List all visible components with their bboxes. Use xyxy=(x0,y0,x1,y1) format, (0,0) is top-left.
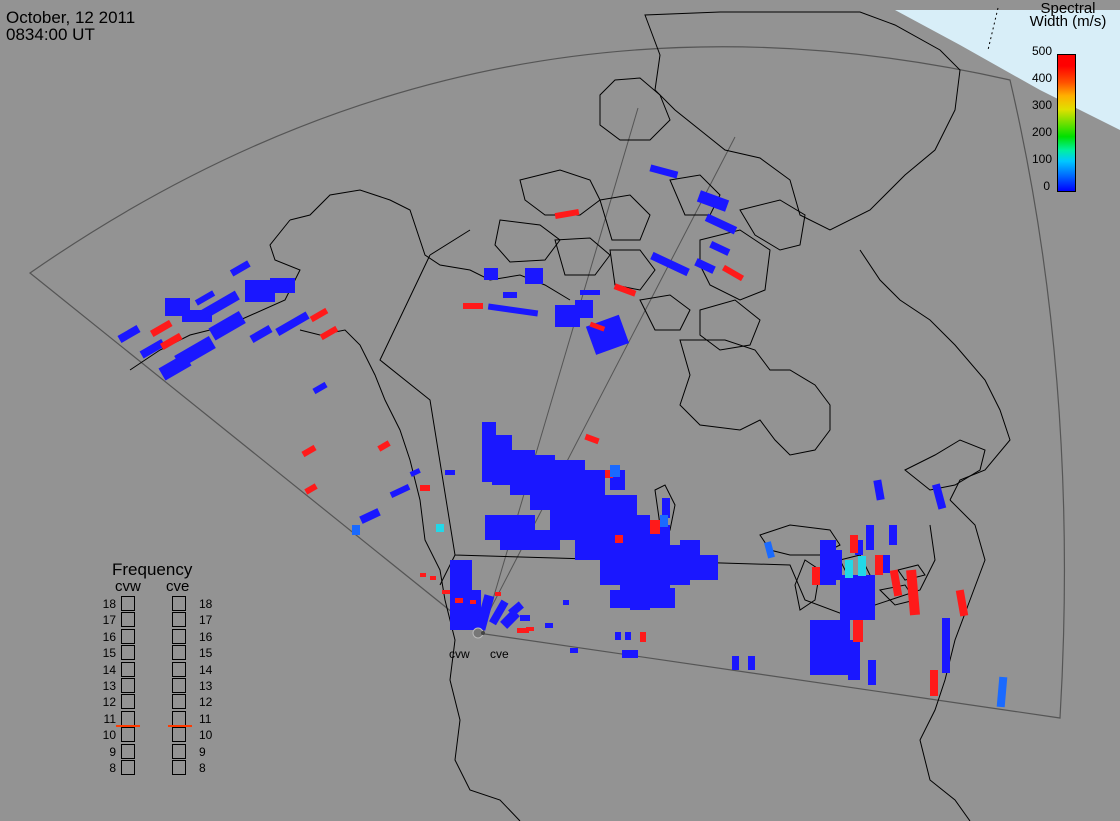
frequency-box xyxy=(172,760,186,775)
frequency-tick-label: 17 xyxy=(102,613,116,628)
colorbar-tick: 500 xyxy=(1032,44,1053,58)
colorbar-tick: 100 xyxy=(1032,152,1053,166)
frequency-box xyxy=(121,612,135,628)
frequency-box xyxy=(121,694,135,710)
frequency-tick-label: 12 xyxy=(199,695,213,710)
frequency-box xyxy=(121,661,135,677)
frequency-box xyxy=(172,694,186,710)
frequency-radar-cve: cve xyxy=(166,578,190,595)
frequency-box xyxy=(172,727,186,743)
frequency-tick-label: 13 xyxy=(199,679,213,693)
frequency-tick-label: 16 xyxy=(102,629,116,644)
beam-line-west xyxy=(477,136,736,634)
site-marker-cve xyxy=(481,631,485,635)
frequency-box xyxy=(121,628,135,644)
frequency-box xyxy=(121,710,135,726)
frequency-tick-label: 17 xyxy=(199,613,213,628)
frequency-box xyxy=(121,760,135,775)
frequency-box xyxy=(172,628,186,644)
frequency-radar-cvw: cvw xyxy=(115,578,141,595)
colorbar-tick: 300 xyxy=(1032,98,1053,112)
frequency-box xyxy=(172,612,186,628)
frequency-box xyxy=(172,743,186,759)
frequency-box xyxy=(172,596,186,611)
frequency-box xyxy=(172,710,186,726)
frequency-box xyxy=(172,678,186,693)
frequency-box xyxy=(172,661,186,677)
frequency-title: Frequency xyxy=(112,560,193,579)
frequency-tick-label: 18 xyxy=(199,597,213,611)
frequency-box xyxy=(121,727,135,743)
radar-echoes xyxy=(117,164,1008,708)
colorbar-tick: 0 xyxy=(1043,179,1050,193)
frequency-tick-label: 9 xyxy=(109,744,116,759)
frequency-tick-label: 12 xyxy=(102,695,116,710)
colorbar xyxy=(1057,54,1076,192)
frequency-tick-label: 8 xyxy=(109,761,116,775)
frequency-tick-label: 18 xyxy=(102,597,116,611)
frequency-box xyxy=(121,645,135,661)
frequency-box xyxy=(121,678,135,693)
frequency-box xyxy=(172,645,186,661)
frequency-tick-label: 16 xyxy=(199,629,213,644)
site-label-cvw: cvw xyxy=(449,647,470,661)
site-label-cve: cve xyxy=(490,647,509,661)
frequency-tick-label: 13 xyxy=(102,679,116,693)
fov-outline xyxy=(28,46,1066,719)
colorbar-title-line2: Width (m/s) xyxy=(1029,13,1107,30)
frequency-tick-label: 11 xyxy=(103,711,116,726)
ice-dotted-line xyxy=(987,7,999,51)
frequency-tick-label: 14 xyxy=(102,662,116,677)
frequency-tick-label: 8 xyxy=(199,761,206,775)
frequency-box xyxy=(121,596,135,611)
frequency-tick-label: 15 xyxy=(102,646,116,661)
time-label: 0834:00 UT xyxy=(6,25,95,44)
frequency-tick-label: 15 xyxy=(199,646,213,661)
frequency-marker-cvw xyxy=(116,725,140,728)
frequency-tick-label: 10 xyxy=(102,728,116,743)
frequency-tick-label: 11 xyxy=(199,711,212,726)
coastlines xyxy=(129,11,1011,821)
colorbar-tick: 400 xyxy=(1032,71,1053,85)
frequency-marker-cve xyxy=(168,725,192,728)
frequency-tick-label: 14 xyxy=(199,662,213,677)
frequency-tick-label: 9 xyxy=(199,744,206,759)
date-label: October, 12 2011 xyxy=(6,8,136,27)
frequency-tick-label: 10 xyxy=(199,728,213,743)
frequency-box xyxy=(121,743,135,759)
colorbar-title-line1: Spectral xyxy=(1040,0,1096,17)
colorbar-tick: 200 xyxy=(1032,125,1053,139)
